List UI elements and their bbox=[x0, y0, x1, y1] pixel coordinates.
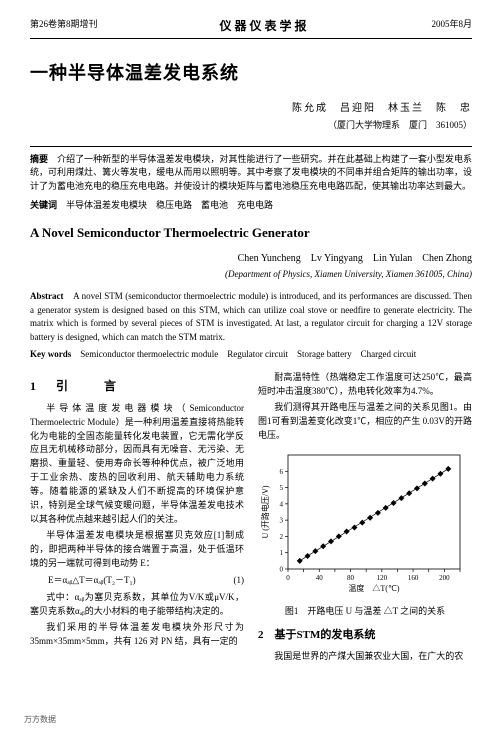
abstract-label-en: Abstract bbox=[30, 291, 64, 301]
header-left: 第26卷第8期增刊 bbox=[30, 18, 98, 35]
abstract-text-en: A novel STM (semiconductor thermoelectri… bbox=[30, 291, 472, 342]
equation-body: E＝αₐᵦ△T＝αₐᵦ(T₂－T₁) bbox=[48, 575, 136, 585]
intro-paragraph-1: 半导体温度发电器模块（Semiconductor Thermoelectric … bbox=[30, 402, 244, 527]
keywords-text-cn: 半导体温差发电模块 稳压电路 蓄电池 充电电路 bbox=[66, 200, 273, 210]
equation-number: (1) bbox=[234, 574, 245, 588]
svg-text:0: 0 bbox=[286, 574, 290, 582]
equation-1: E＝αₐᵦ△T＝αₐᵦ(T₂－T₁) (1) bbox=[30, 574, 244, 588]
abstract-chinese: 摘要 介绍了一种新型的半导体温差发电模块，对其性能进行了一些研究。并在此基础上构… bbox=[30, 153, 472, 194]
keywords-text-en: Semiconductor thermoelectric module Regu… bbox=[80, 349, 416, 359]
figure-1: 040801201602000123456温度 △T(℃)U (开路电压/V) … bbox=[258, 447, 472, 619]
affiliation-chinese: （厦门大学物理系 厦门 361005） bbox=[30, 119, 472, 132]
svg-text:5: 5 bbox=[280, 484, 284, 492]
keywords-english: Key words Semiconductor thermoelectric m… bbox=[30, 348, 472, 361]
svg-text:温度 △T(℃): 温度 △T(℃) bbox=[348, 583, 400, 593]
footer-source: 万方数据 bbox=[24, 714, 56, 725]
svg-text:40: 40 bbox=[316, 574, 324, 582]
figure-1-caption: 图1 开路电压 U 与温差 △T 之间的关系 bbox=[258, 605, 472, 619]
title-chinese: 一种半导体温差发电系统 bbox=[30, 61, 472, 86]
chart-svg: 0 40 80 120 160 200 0 1 2 3 4 5 6 温度 △T(℃) U (开路电压/V) bbox=[258, 447, 468, 597]
right-paragraph-1: 耐高温特性（热端稳定工作温度可达250℃，最高短时冲击温度380℃），热电转化效… bbox=[258, 371, 472, 399]
svg-text:3: 3 bbox=[280, 516, 284, 524]
intro-paragraph-2: 半导体温差发电模块是根据塞贝克效应[1]制成的，即把两种半导体的接合端置于高温，… bbox=[30, 529, 244, 571]
svg-text:1: 1 bbox=[280, 549, 284, 557]
authors-english: Chen Yuncheng Lv Yingyang Lin Yulan Chen… bbox=[30, 252, 472, 266]
right-paragraph-2: 我们测得其开路电压与温差之间的关系见图1。由图1可看到温差变化改变1℃，相应的产… bbox=[258, 401, 472, 443]
svg-text:6: 6 bbox=[280, 468, 284, 476]
affiliation-english: (Department of Physics, Xiamen Universit… bbox=[30, 268, 472, 281]
svg-text:U (开路电压/V): U (开路电压/V) bbox=[260, 485, 270, 538]
header-center: 仪器仪表学报 bbox=[219, 18, 309, 35]
svg-text:120: 120 bbox=[377, 574, 388, 582]
page-header: 第26卷第8期增刊 仪器仪表学报 2005年8月 bbox=[30, 18, 472, 39]
right-paragraph-3: 我国是世界的产煤大国兼农业大国，在广大的农 bbox=[258, 650, 472, 664]
abstract-label-cn: 摘要 bbox=[30, 154, 48, 164]
svg-text:160: 160 bbox=[408, 574, 419, 582]
svg-text:80: 80 bbox=[347, 574, 355, 582]
keywords-label-cn: 关键词 bbox=[30, 200, 57, 210]
intro-paragraph-3: 式中：αₐᵦ为塞贝克系数，其单位为V/K或μV/K，塞贝克系数αₐᵦ的大小材料的… bbox=[30, 591, 244, 619]
header-right: 2005年8月 bbox=[431, 18, 472, 35]
abstract-english: Abstract A novel STM (semiconductor ther… bbox=[30, 290, 472, 344]
title-english: A Novel Semiconductor Thermoelectric Gen… bbox=[30, 224, 472, 242]
abstract-text-cn: 介绍了一种新型的半导体温差发电模块，对其性能进行了一些研究。并在此基础上构建了一… bbox=[30, 154, 472, 191]
section-2-heading: 2 基于STM的发电系统 bbox=[258, 627, 472, 644]
svg-text:2: 2 bbox=[280, 533, 284, 541]
two-column-body: 1 引 言 半导体温度发电器模块（Semiconductor Thermoele… bbox=[30, 371, 472, 666]
svg-text:200: 200 bbox=[439, 574, 450, 582]
svg-text:4: 4 bbox=[280, 500, 284, 508]
authors-chinese: 陈允成 吕迎阳 林玉兰 陈 忠 bbox=[30, 102, 472, 116]
left-column: 1 引 言 半导体温度发电器模块（Semiconductor Thermoele… bbox=[30, 371, 244, 666]
section-1-heading: 1 引 言 bbox=[30, 377, 244, 396]
right-column: 耐高温特性（热端稳定工作温度可达250℃，最高短时冲击温度380℃），热电转化效… bbox=[258, 371, 472, 666]
intro-paragraph-4: 我们采用的半导体温差发电模块外形尺寸为35mm×35mm×5mm，共有 126 … bbox=[30, 621, 244, 649]
svg-text:0: 0 bbox=[280, 565, 284, 573]
keywords-chinese: 关键词 半导体温差发电模块 稳压电路 蓄电池 充电电路 bbox=[30, 199, 472, 212]
keywords-label-en: Key words bbox=[30, 349, 71, 359]
divider bbox=[30, 146, 472, 147]
